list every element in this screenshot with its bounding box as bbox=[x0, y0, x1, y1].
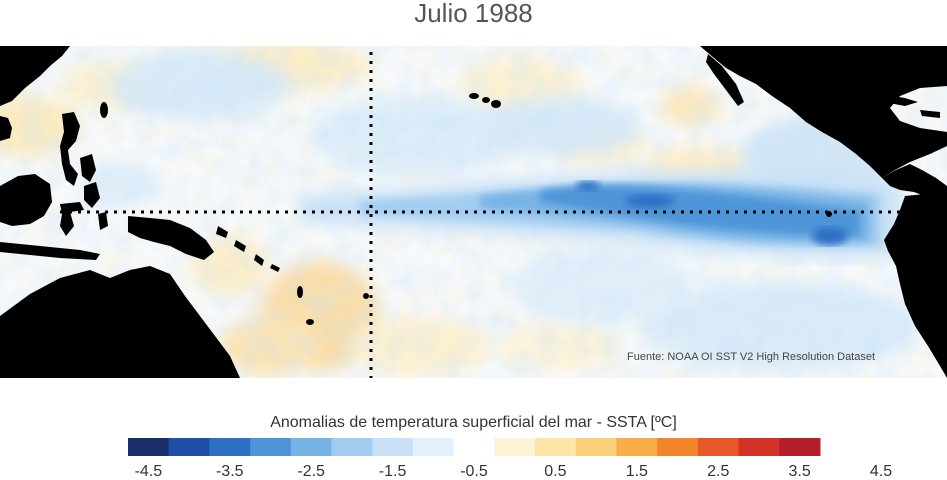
colorbar-swatch bbox=[412, 438, 455, 456]
colorbar-ticks: -4.5 -3.5 -2.5 -1.5 -0.5 0.5 1.5 2.5 3.5 4.5 bbox=[135, 463, 893, 480]
land-java bbox=[0, 242, 100, 260]
colorbar-tick-label: 3.5 bbox=[789, 463, 811, 480]
data-source-note: Fuente: NOAA OI SST V2 High Resolution D… bbox=[627, 351, 876, 363]
colorbar-swatch bbox=[657, 438, 699, 456]
colorbar-tick-label: 4.5 bbox=[870, 463, 892, 480]
colorbar-tick-label: 2.5 bbox=[707, 463, 729, 480]
land-indochina bbox=[0, 116, 12, 141]
colorbar-label: Anomalias de temperatura superficial del… bbox=[270, 414, 677, 431]
colorbar-swatch bbox=[453, 438, 495, 456]
land-australia bbox=[0, 266, 240, 378]
colorbar-swatch bbox=[209, 438, 251, 456]
land-caribbean bbox=[880, 94, 940, 118]
colorbar-tick-label: -3.5 bbox=[216, 463, 244, 480]
colorbar-tick-label: 1.5 bbox=[626, 463, 648, 480]
colorbar-tick-label: -1.5 bbox=[379, 463, 407, 480]
colorbar-swatch bbox=[616, 438, 658, 456]
colorbar-boxes bbox=[128, 438, 821, 456]
colorbar-swatch bbox=[128, 438, 170, 456]
colorbar-swatch bbox=[575, 438, 617, 456]
land-south-america bbox=[884, 192, 947, 378]
colorbar: -4.5 -3.5 -2.5 -1.5 -0.5 0.5 1.5 2.5 3.5 4.5 bbox=[128, 438, 893, 480]
colorbar-swatch bbox=[494, 438, 536, 456]
colorbar-tick-label: 0.5 bbox=[544, 463, 566, 480]
land-borneo bbox=[0, 174, 52, 226]
colorbar-swatch bbox=[290, 438, 333, 456]
colorbar-swatch bbox=[738, 438, 780, 456]
land-asia bbox=[0, 46, 70, 106]
land-hawaii bbox=[469, 93, 501, 108]
land-philippines bbox=[60, 102, 108, 208]
colorbar-swatch bbox=[779, 438, 821, 456]
colorbar-swatch bbox=[535, 438, 577, 456]
colorbar-swatch bbox=[250, 438, 292, 456]
ssta-map bbox=[0, 46, 947, 378]
colorbar-tick-label: -2.5 bbox=[297, 463, 325, 480]
land-islands-melanesia bbox=[216, 226, 369, 325]
colorbar-tick-label: -4.5 bbox=[135, 463, 163, 480]
colorbar-tick-label: -0.5 bbox=[460, 463, 488, 480]
colorbar-swatch bbox=[168, 438, 210, 456]
land-baja-california bbox=[706, 54, 744, 106]
colorbar-swatch bbox=[697, 438, 740, 456]
colorbar-swatch bbox=[331, 438, 373, 456]
land-new-guinea bbox=[128, 216, 214, 260]
map-title: Julio 1988 bbox=[414, 0, 533, 28]
land-north-america bbox=[700, 46, 947, 178]
colorbar-swatch bbox=[372, 438, 414, 456]
